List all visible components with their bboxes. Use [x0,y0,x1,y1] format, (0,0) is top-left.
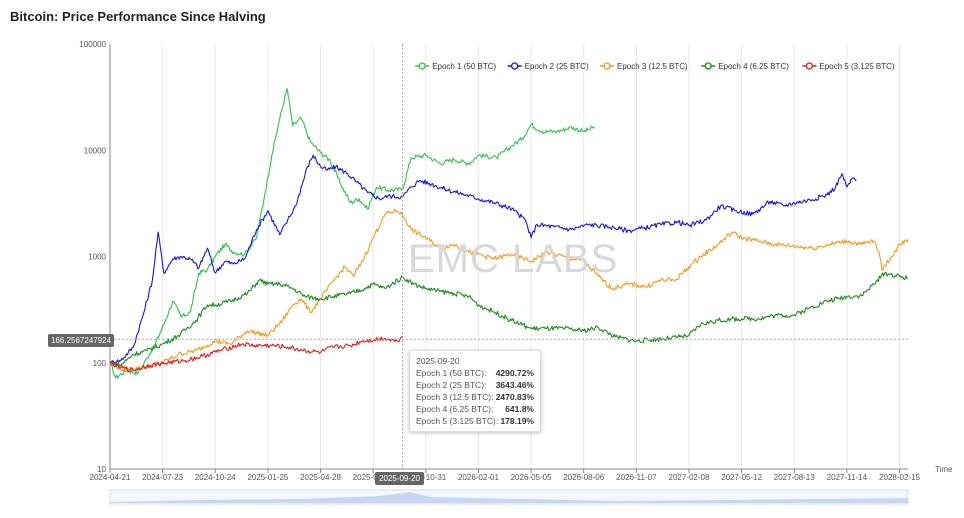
series-line [109,335,403,373]
tooltip-date: 2025-09-20 [416,356,460,366]
series-line [109,208,909,373]
tooltip-row: Epoch 2 (25 BTC): 3643.46% [416,379,534,391]
zoom-slider [109,489,909,505]
x-tick-label: 2024-07-23 [142,473,183,482]
tooltip-row: Epoch 4 (6.25 BTC): 641.8% [416,403,534,415]
x-tick-label: 2026-08-06 [563,473,604,482]
tooltip-value: 2470.83% [495,392,534,402]
tooltip-label: Epoch 4 (6.25 BTC): [416,404,494,414]
crosshair [110,44,908,469]
x-tick-label: 2024-10-24 [195,473,236,482]
crosshair-y-value-badge: 166.2567247924 [48,334,115,347]
y-tick-label: 100000 [79,40,106,49]
tooltip-label: Epoch 1 (50 BTC): [416,368,487,378]
series-layer [109,88,909,379]
y-tick-label: 1000 [88,253,106,262]
legend-label: Epoch 1 (50 BTC) [432,62,496,71]
x-tick-label: 2024-04-21 [90,473,131,482]
gridlines [109,44,901,469]
legend: Epoch 1 (50 BTC) Epoch 2 (25 BTC) Epoch 3 … [415,62,895,71]
x-tick-label: 2025-01-25 [247,473,288,482]
x-tick-label: 2025-04-28 [300,473,341,482]
tooltip-row: Epoch 5 (3.125 BTC): 178.19% [416,415,534,427]
tooltip-row: Epoch 3 (12.5 BTC): 2470.83% [416,391,534,403]
tooltip-label: Epoch 5 (3.125 BTC): [416,416,499,426]
legend-marker [510,62,519,70]
x-axis-label: Time [935,465,953,474]
tooltip-label: Epoch 3 (12.5 BTC): [416,392,494,402]
watermark-text: EMC LABS [408,237,619,281]
x-tick-label: 2027-08-13 [774,473,815,482]
legend-label: Epoch 5 (3.125 BTC) [819,62,894,71]
legend-marker [704,62,712,70]
y-tick-label: 100 [93,359,107,368]
crosshair-x-date-badge: 2025-09-20 [375,472,424,485]
y-tick-label: 10000 [84,146,107,155]
legend-marker [805,62,814,70]
legend-label: Epoch 3 (12.5 BTC) [617,62,688,71]
tooltip: 2025-09-20 Epoch 1 (50 BTC): 4290.72% Epo… [409,350,541,432]
axes: 2024-04-21 2024-07-23 2024-10-24 2025-01-25… [79,40,953,482]
tooltip-row: Epoch 1 (50 BTC): 4290.72% [416,367,534,379]
x-tick-label: 2027-02-08 [669,473,710,482]
tooltip-value: 4290.72% [495,368,534,378]
series-line [109,88,595,379]
x-tick-label: 2026-05-05 [511,473,552,482]
x-tick-label: 2025-10-31 [405,473,446,482]
tooltip-label: Epoch 2 (25 BTC): [416,380,487,390]
tooltip-value: 3643.46% [495,380,534,390]
x-tick-label: 2027-11-14 [827,473,868,482]
tooltip-value: 641.8% [505,404,534,414]
legend-label: Epoch 2 (25 BTC) [525,62,589,71]
x-tick-label: 2026-02-01 [458,473,499,482]
legend-marker [418,62,426,70]
series-line [109,271,909,367]
zoom-slider-preview [110,492,908,503]
chart-title: Bitcoin: Price Performance Since Halving [10,9,266,24]
x-tick-label: 2028-02-15 [879,473,920,482]
x-tick-label: 2025-07-30 [353,473,394,482]
tooltip-value: 178.19% [500,416,534,426]
legend-label: Epoch 4 (6.25 BTC) [718,62,789,71]
x-tick-label: 2027-05-12 [721,473,762,482]
legend-marker [603,62,611,70]
y-tick-label: 10 [97,465,106,474]
series-line [109,154,857,365]
x-tick-label: 2026-11-07 [616,473,657,482]
